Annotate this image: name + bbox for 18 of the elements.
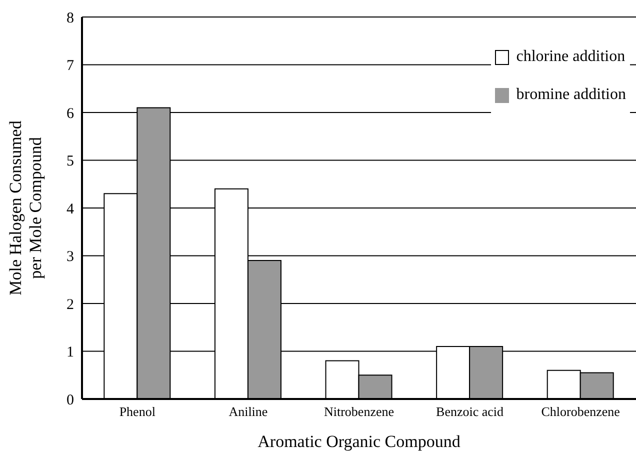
y-tick-label: 1 — [66, 344, 74, 361]
x-tick-label: Chlorobenzene — [541, 404, 620, 420]
y-tick-label: 0 — [66, 392, 74, 408]
y-tick-label: 8 — [66, 10, 74, 26]
y-tick-label: 5 — [66, 154, 74, 170]
legend-label: bromine addition — [516, 86, 626, 104]
x-tick-label: Benzoic acid — [436, 404, 504, 420]
y-tick-label: 6 — [66, 106, 74, 122]
y-tick-label: 2 — [66, 296, 74, 313]
y-tick-label: 4 — [66, 201, 74, 218]
x-tick-label: Nitrobenzene — [324, 404, 394, 420]
x-tick-label: Phenol — [119, 404, 156, 420]
x-axis-title: Aromatic Organic Compound — [258, 432, 461, 451]
x-tick-label: Aniline — [228, 404, 268, 420]
y-tick-label: 3 — [66, 249, 74, 266]
y-tick-label: 7 — [66, 58, 74, 74]
legend-label: chlorine addition — [516, 48, 626, 66]
y-axis-title: Mole Halogen Consumed per Mole Compound — [6, 120, 45, 296]
